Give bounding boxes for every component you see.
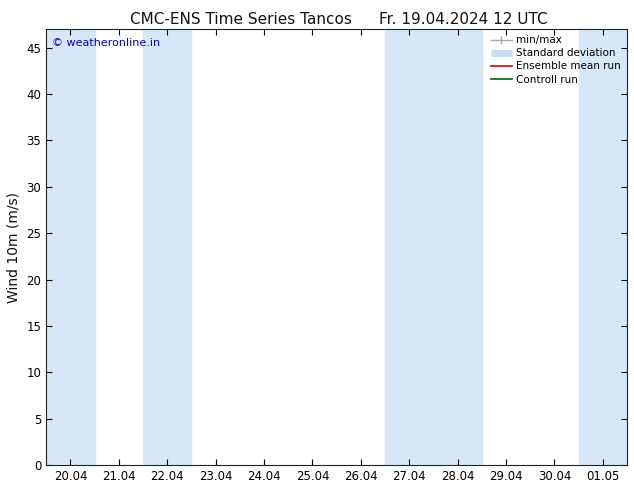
Text: Fr. 19.04.2024 12 UTC: Fr. 19.04.2024 12 UTC [378, 12, 547, 27]
Bar [385, 29, 482, 465]
Bar [46, 29, 94, 465]
Legend: min/max, Standard deviation, Ensemble mean run, Controll run: min/max, Standard deviation, Ensemble me… [487, 31, 625, 89]
Text: © weatheronline.in: © weatheronline.in [52, 38, 160, 48]
Bar [579, 29, 627, 465]
Text: CMC-ENS Time Series Tancos: CMC-ENS Time Series Tancos [130, 12, 352, 27]
Bar [143, 29, 191, 465]
Y-axis label: Wind 10m (m/s): Wind 10m (m/s) [7, 192, 21, 303]
